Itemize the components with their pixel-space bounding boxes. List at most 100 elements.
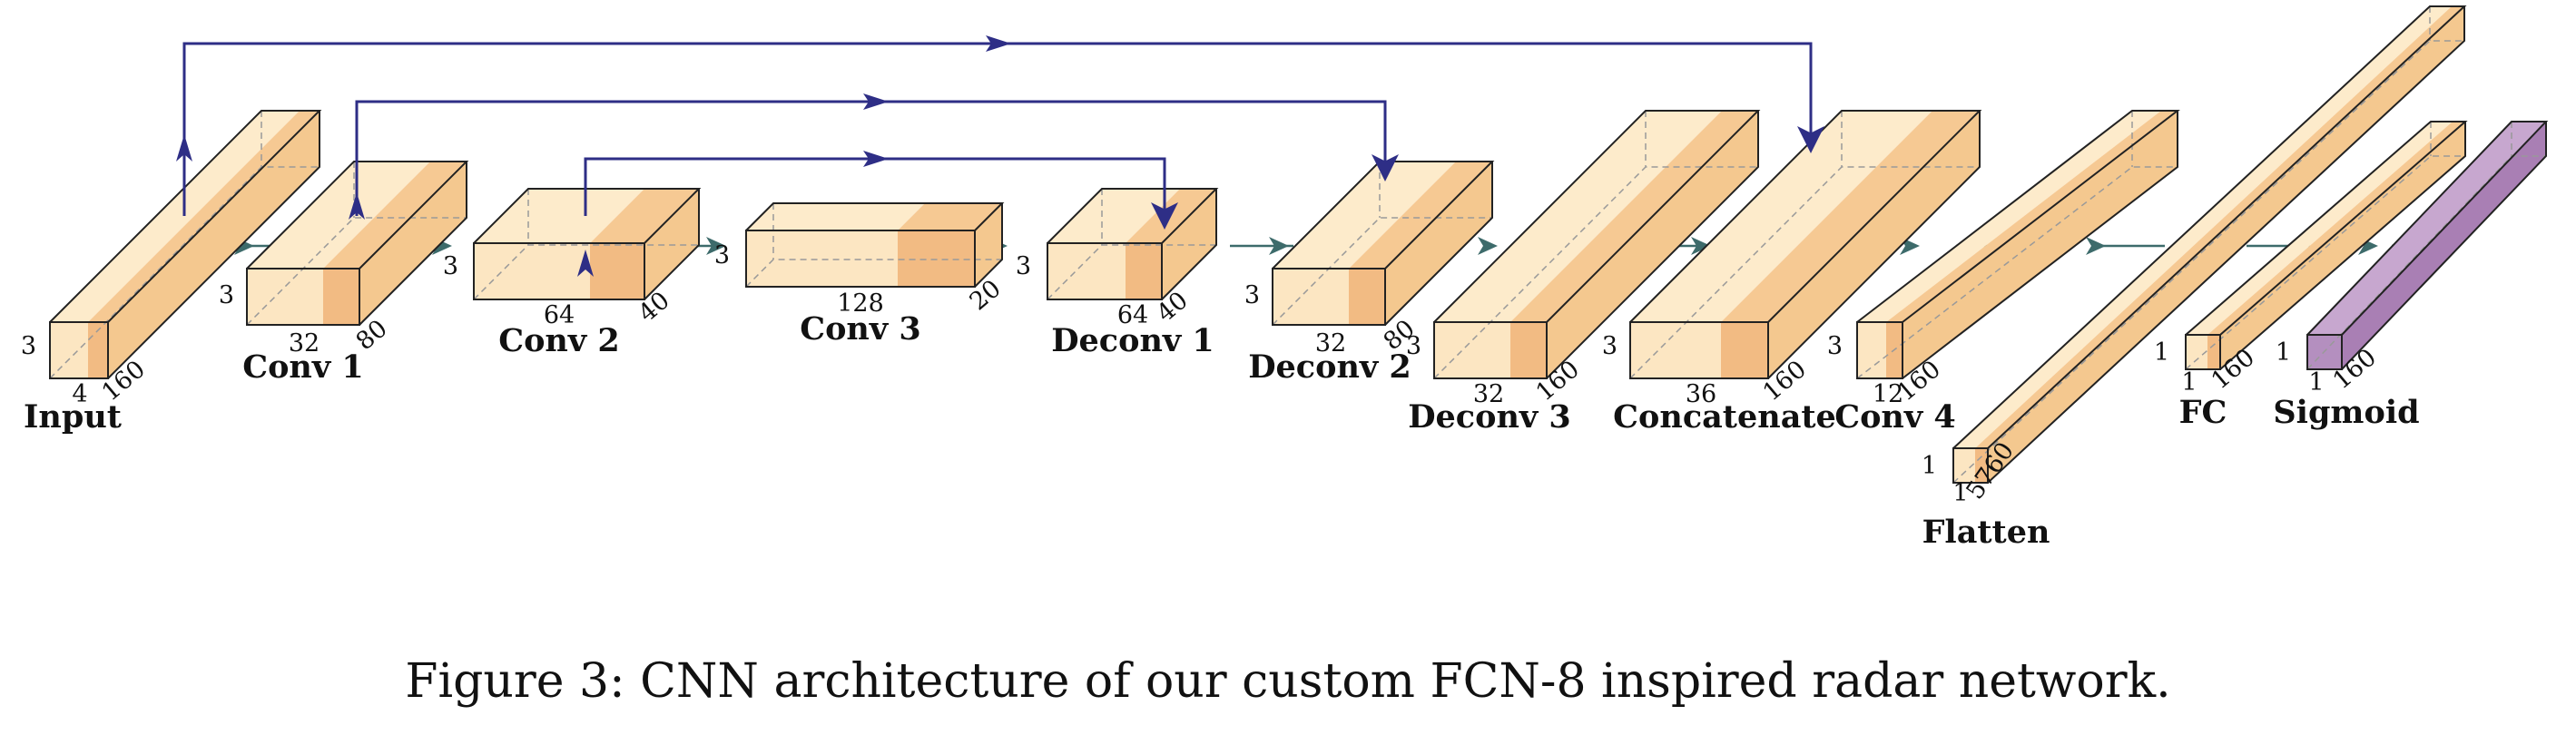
block-front-band bbox=[323, 269, 359, 325]
flow-arrowhead bbox=[706, 237, 726, 255]
layer-height-label: 3 bbox=[1406, 332, 1421, 360]
layer-height-label: 3 bbox=[1016, 252, 1031, 280]
block-top-edge bbox=[1272, 161, 1495, 270]
block-top-edge bbox=[2306, 121, 2549, 336]
block-front-edge bbox=[1047, 242, 1163, 300]
block-side-edge bbox=[107, 111, 320, 379]
layer-block-conv-1 bbox=[246, 161, 469, 326]
block-front-face bbox=[50, 322, 88, 378]
layer-height-label: 3 bbox=[21, 332, 36, 360]
block-top-edge bbox=[246, 161, 469, 270]
layer-block-conv-3 bbox=[745, 202, 1005, 288]
block-top-face bbox=[247, 162, 430, 269]
block-top-band bbox=[1721, 111, 1980, 322]
layer-block-deconv-1 bbox=[1047, 188, 1219, 300]
block-top-band bbox=[323, 162, 467, 269]
block-top-face bbox=[1953, 6, 2452, 448]
block-side-edge bbox=[1767, 111, 1981, 379]
block-top-band bbox=[1886, 111, 2178, 322]
block-top-edge bbox=[1047, 188, 1219, 244]
block-side-face bbox=[1385, 162, 1492, 325]
skip-midpoint-arrowhead bbox=[863, 93, 889, 110]
block-front-edge bbox=[1433, 321, 1548, 379]
layer-width-label: 12 bbox=[1873, 380, 1903, 408]
block-front-band bbox=[1126, 243, 1162, 299]
block-front-face bbox=[2186, 335, 2207, 369]
block-top-edge bbox=[1952, 5, 2467, 449]
block-side-edge bbox=[2219, 122, 2466, 370]
layer-height-label: 1 bbox=[1922, 452, 1937, 480]
block-side-edge bbox=[1384, 162, 1493, 326]
block-front-edge bbox=[1272, 268, 1386, 326]
layer-block-concatenate bbox=[1629, 110, 1982, 379]
layer-width-label: 32 bbox=[1315, 329, 1346, 358]
block-top-band bbox=[88, 111, 320, 322]
skip-midpoint-arrowhead bbox=[863, 151, 889, 167]
skip-upward-arrowhead bbox=[349, 192, 365, 220]
block-top-band bbox=[1510, 111, 1758, 322]
block-front-edge bbox=[1856, 321, 1903, 379]
block-top-band bbox=[590, 189, 699, 243]
block-front-edge bbox=[2306, 334, 2343, 370]
block-side-face bbox=[1547, 111, 1758, 378]
layer-name-label: Deconv 1 bbox=[1051, 322, 1214, 359]
layer-block-deconv-2 bbox=[1272, 161, 1495, 326]
block-top-edge bbox=[2185, 121, 2468, 336]
skip-connections bbox=[176, 35, 1824, 277]
layer-name-label: Sigmoid bbox=[2273, 394, 2419, 431]
layer-height-label: 3 bbox=[1602, 332, 1617, 360]
block-front-edge bbox=[2185, 334, 2221, 370]
layer-block-conv-2 bbox=[473, 188, 702, 300]
block-side-face bbox=[2342, 122, 2546, 369]
layer-width-label: 64 bbox=[544, 301, 575, 329]
layer-block-deconv-3 bbox=[1433, 110, 1761, 379]
block-front-band bbox=[1349, 269, 1385, 325]
block-top-face bbox=[1047, 189, 1180, 243]
skip-midpoint-arrowhead bbox=[986, 35, 1011, 52]
layer-block-conv-4 bbox=[1856, 110, 2180, 379]
layer-height-label: 3 bbox=[219, 281, 234, 309]
block-front-band bbox=[1975, 448, 1988, 483]
flow-arrowhead bbox=[1691, 237, 1711, 255]
block-top-edge bbox=[1629, 110, 1982, 323]
block-side-edge bbox=[1546, 111, 1759, 379]
layer-width-label: 36 bbox=[1686, 380, 1716, 408]
layer-height-label: 3 bbox=[1827, 332, 1843, 360]
block-front-face bbox=[474, 243, 590, 299]
block-front-face bbox=[1047, 243, 1126, 299]
block-front-face bbox=[1857, 322, 1886, 378]
block-top-band bbox=[1349, 162, 1492, 269]
layer-name-label: Conv 4 bbox=[1834, 398, 1956, 436]
layer-block-sigmoid bbox=[2306, 121, 2549, 370]
block-front-edge bbox=[49, 321, 109, 379]
block-top-band bbox=[2207, 122, 2465, 335]
block-side-edge bbox=[1987, 6, 2465, 484]
layer-width-label: 32 bbox=[289, 329, 320, 358]
block-top-face bbox=[1273, 162, 1456, 269]
block-front-edge bbox=[745, 230, 976, 288]
block-front-band bbox=[2207, 335, 2220, 369]
layer-blocks bbox=[49, 5, 2549, 484]
block-side-face bbox=[644, 189, 699, 299]
block-front-band bbox=[1510, 322, 1547, 378]
block-front-face bbox=[746, 230, 898, 287]
layer-width-label: 1 bbox=[2308, 368, 2324, 397]
block-top-edge bbox=[1856, 110, 2180, 323]
block-top-edge bbox=[745, 202, 1005, 231]
layer-width-label: 128 bbox=[837, 289, 884, 318]
flow-arrowhead bbox=[2086, 237, 2106, 255]
layer-height-label: 3 bbox=[443, 252, 458, 280]
block-top-face bbox=[746, 203, 925, 230]
layer-block-flatten bbox=[1952, 5, 2467, 484]
layer-width-label: 4 bbox=[72, 380, 87, 408]
block-top-face bbox=[1434, 111, 1722, 322]
block-front-edge bbox=[473, 242, 645, 300]
layer-height-label: 1 bbox=[2154, 338, 2169, 367]
block-front-edge bbox=[1952, 447, 1989, 484]
block-front-face bbox=[1434, 322, 1510, 378]
block-front-face bbox=[1273, 269, 1349, 325]
